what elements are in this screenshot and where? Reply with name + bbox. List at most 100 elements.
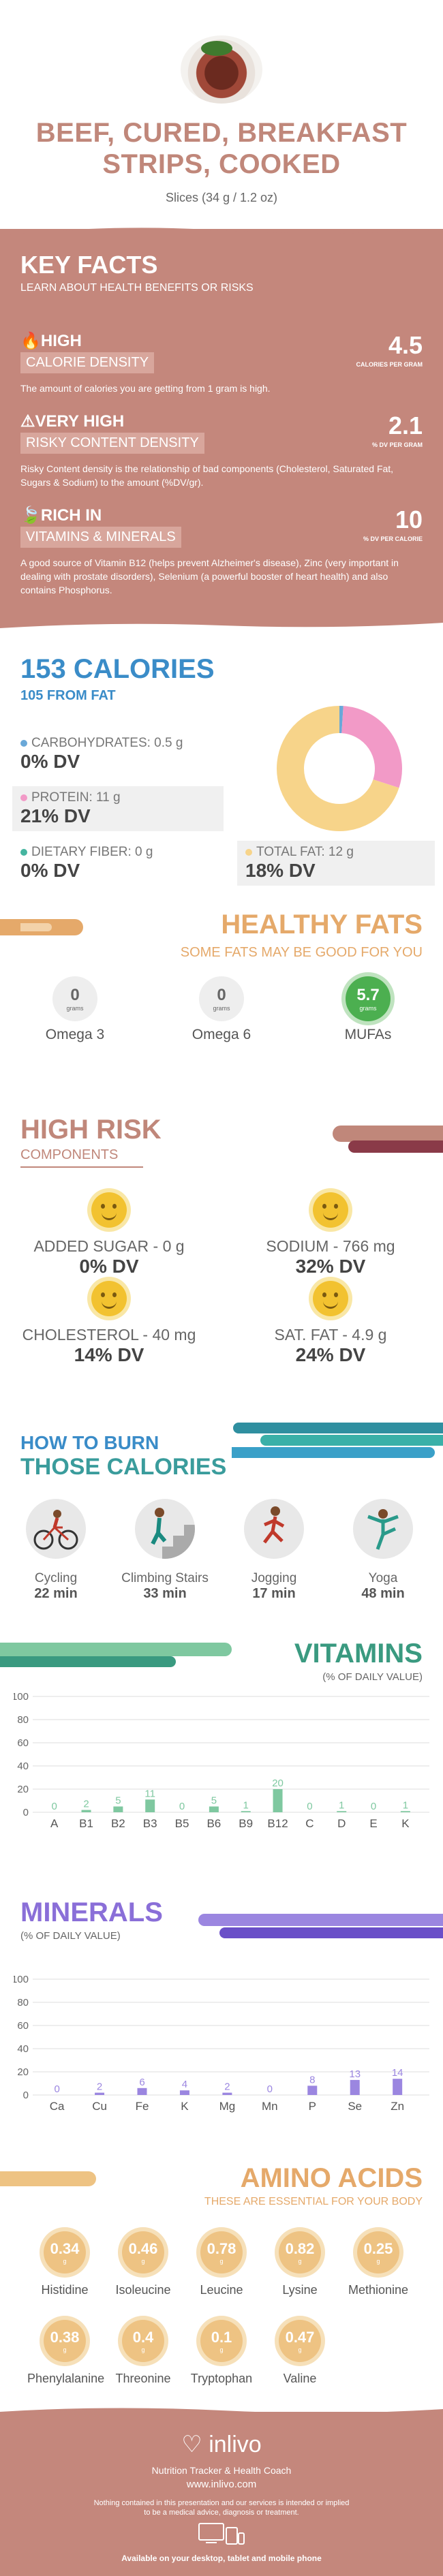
risk-cholesterol: CHOLESTEROL - 40 mg 14% DV <box>10 1281 208 1366</box>
amino-unit: g <box>219 2258 224 2265</box>
footer-disclaimer-1: Nothing contained in this presentation a… <box>93 2499 350 2507</box>
activity-name: Yoga <box>368 1571 398 1585</box>
burn-calories-section: HOW TO BURN THOSE CALORIES Cycling 22 mi… <box>0 1369 443 1621</box>
burn-ribbon <box>232 1423 443 1458</box>
amino-unit: g <box>141 2258 145 2265</box>
x-tick-label: Ca <box>50 2100 65 2113</box>
y-tick-label: 20 <box>17 1784 29 1795</box>
nutrient-dv: 21% DV <box>20 805 91 826</box>
heart-logo-icon: ♡ <box>181 2432 202 2457</box>
bar-Se <box>350 2079 360 2095</box>
leaf-icon: 🍃 <box>20 506 41 525</box>
bar-value-label: 14 <box>392 2067 403 2079</box>
amino-name: Threonine <box>115 2372 171 2385</box>
fact-risky-content: ⚠VERY HIGH RISKY CONTENT DENSITY 2.1 % D… <box>20 412 423 489</box>
amino-badge: 0.4 g <box>122 2320 164 2362</box>
x-tick-label: C <box>305 1817 314 1830</box>
bar-D <box>337 1811 347 1812</box>
bar-B9 <box>241 1811 251 1812</box>
amino-unit: g <box>376 2258 380 2265</box>
bar-value-label: 0 <box>307 1801 312 1812</box>
risk-added-sugar: ADDED SUGAR - 0 g 0% DV <box>10 1192 208 1277</box>
bar-value-label: 13 <box>349 2068 361 2080</box>
key-facts-subtitle: LEARN ABOUT HEALTH BENEFITS OR RISKS <box>20 282 254 294</box>
fact-unit: CALORIES PER GRAM <box>356 361 423 368</box>
risk-sodium: SODIUM - 766 mg 32% DV <box>232 1192 429 1277</box>
fat-name: Omega 6 <box>192 1027 251 1042</box>
fat-omega-6: 0 grams Omega 6 <box>177 976 266 1043</box>
nutrient-dv: 0% DV <box>20 751 80 772</box>
nutrient-carbohydrates: CARBOHYDRATES: 0.5 g 0% DV <box>12 732 230 777</box>
y-tick-label: 0 <box>23 1807 29 1818</box>
title-line-1: BEEF, CURED, BREAKFAST <box>35 118 408 148</box>
bar-value-label: 0 <box>54 2083 59 2095</box>
amino-unit: g <box>63 2258 67 2265</box>
amino-acid-valine: 0.47 g Valine <box>262 2320 337 2386</box>
amino-name: Tryptophan <box>190 2372 253 2385</box>
amino-value: 0.47 <box>285 2329 315 2346</box>
devices-icon <box>198 2523 245 2545</box>
bar-value-label: 1 <box>339 1799 344 1811</box>
x-tick-label: Fe <box>136 2100 149 2113</box>
nutrient-name: DIETARY FIBER: 0 g <box>31 845 153 859</box>
top-wave <box>0 228 443 236</box>
footer-wave <box>0 2408 443 2419</box>
carbs-color-dot <box>20 739 27 747</box>
smiley-icon <box>313 1192 348 1228</box>
amino-value: 0.78 <box>207 2240 236 2257</box>
bar-Fe <box>137 2088 147 2095</box>
amino-unit: g <box>141 2346 145 2353</box>
x-tick-label: B12 <box>267 1817 288 1830</box>
y-tick-label: 0 <box>23 2090 29 2101</box>
amino-name: Valine <box>283 2372 317 2385</box>
amino-unit: g <box>298 2346 302 2353</box>
minerals-title: MINERALS <box>20 1897 163 1927</box>
fact-unit: % DV PER GRAM <box>371 441 423 448</box>
x-tick-label: Cu <box>92 2100 107 2113</box>
bar-K <box>179 2090 189 2095</box>
smiley-icon <box>91 1281 127 1316</box>
activity-yoga: Yoga 48 min <box>335 1499 431 1602</box>
fat-mufas: 5.7 grams MUFAs <box>324 976 412 1043</box>
bar-value-label: 1 <box>403 1799 408 1811</box>
fat-value: 0 <box>70 986 80 1004</box>
bar-B6 <box>209 1806 219 1812</box>
bar-value-label: 6 <box>139 2077 144 2088</box>
fact-value: 2.1 <box>388 412 423 439</box>
bar-value-label: 0 <box>267 2083 273 2095</box>
activity-time: 33 min <box>143 1586 187 1601</box>
nutrient-name: PROTEIN: 11 g <box>31 790 121 805</box>
amino-acid-leucine: 0.78 g Leucine <box>184 2231 259 2297</box>
minerals-subtitle: (% OF DAILY VALUE) <box>20 1930 121 1942</box>
vitamins-title: VITAMINS <box>294 1639 423 1669</box>
bar-value-label: 8 <box>309 2074 315 2085</box>
bar-B3 <box>145 1799 155 1812</box>
fact-description: A good source of Vitamin B12 (helps prev… <box>20 557 399 595</box>
bar-B1 <box>81 1810 91 1812</box>
calories-total: 153 CALORIES <box>20 654 215 684</box>
x-tick-label: B9 <box>239 1817 253 1830</box>
nutrient-protein: PROTEIN: 11 g 21% DV <box>12 786 224 831</box>
fact-unit: % DV PER CALORIE <box>363 536 423 542</box>
bar-value-label: 2 <box>97 2081 102 2093</box>
fat-unit: grams <box>213 1005 230 1012</box>
activity-cycling: Cycling 22 min <box>8 1499 104 1602</box>
amino-acid-phenylalanine: 0.38 g Phenylalanine <box>27 2320 104 2386</box>
warning-icon: ⚠ <box>20 412 35 431</box>
amino-subtitle: THESE ARE ESSENTIAL FOR YOUR BODY <box>204 2196 423 2207</box>
bar-value-label: 4 <box>182 2079 187 2090</box>
fiber-color-dot <box>20 848 27 856</box>
y-tick-label: 100 <box>14 1974 29 1985</box>
fact-label: CALORIE DENSITY <box>20 352 155 373</box>
nutrient-fiber: DIETARY FIBER: 0 g 0% DV <box>12 841 230 886</box>
food-photo <box>181 35 262 104</box>
y-tick-label: 60 <box>17 2020 29 2032</box>
fact-level: RICH IN <box>40 506 102 525</box>
healthy-fats-section: HEALTHY FATS SOME FATS MAY BE GOOD FOR Y… <box>0 896 443 1097</box>
amino-badge: 0.38 g <box>44 2320 86 2362</box>
bar-value-label: 0 <box>371 1801 376 1812</box>
footer-url[interactable]: www.inlivo.com <box>186 2479 257 2490</box>
y-tick-label: 40 <box>17 1760 29 1772</box>
jogging-icon <box>244 1499 304 1559</box>
amino-acid-histidine: 0.34 g Histidine <box>27 2231 102 2297</box>
